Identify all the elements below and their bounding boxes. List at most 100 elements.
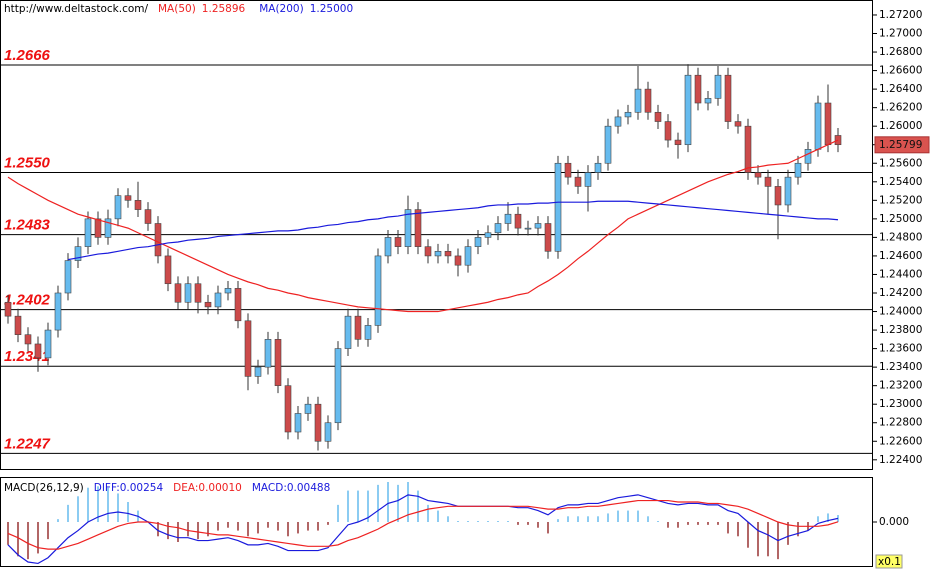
macd-line [7, 499, 839, 550]
legend-name: MA(50) [158, 3, 196, 15]
y-tick-label: 1.24800 [879, 231, 922, 243]
macd-title: MACD(26,12,9) [4, 482, 84, 494]
y-tick-label: 1.25200 [879, 194, 922, 206]
candle-body [704, 98, 712, 104]
legend-name: DEA:0.00010 [173, 482, 242, 494]
candle-body [124, 195, 132, 201]
y-tick-label: 1.27200 [879, 9, 922, 21]
candle-body [84, 218, 92, 247]
candle-body [634, 88, 642, 113]
y-tick-label: 1.23000 [879, 398, 922, 410]
candle-body [244, 320, 252, 377]
candle-body [544, 223, 552, 252]
candle-body [324, 422, 332, 442]
candle-body [54, 292, 62, 331]
candle-body [504, 213, 512, 224]
candle-body [434, 250, 442, 257]
candle-body [214, 292, 222, 308]
y-tick-label: 1.24600 [879, 250, 922, 262]
candle-body [694, 74, 702, 104]
candle-body [814, 102, 822, 150]
candle-body [254, 366, 262, 377]
candle-body [44, 329, 52, 359]
scale-box [875, 554, 903, 569]
candle-body [614, 116, 622, 127]
candle-body [74, 246, 82, 261]
candle-body [644, 88, 652, 113]
level-label: 1.2550 [4, 154, 51, 171]
candle-body [114, 195, 122, 220]
candle-body [394, 237, 402, 247]
moving-average [7, 139, 839, 313]
candle-body [464, 246, 472, 266]
level-label: 1.2341 [4, 348, 50, 365]
candle-body [224, 288, 232, 294]
y-tick-label: 1.25400 [879, 176, 922, 188]
candle-body [674, 139, 682, 146]
candle-body [14, 315, 22, 335]
candle-body [364, 325, 372, 340]
candle-body [154, 223, 162, 257]
candle-body [354, 315, 362, 340]
candle-body [484, 232, 492, 238]
candle-body [384, 237, 392, 257]
y-tick-label: 1.22600 [879, 435, 922, 447]
candle-body [494, 223, 502, 234]
level-label: 1.2483 [4, 217, 51, 234]
candle-body [594, 162, 602, 173]
scale-label: x0.1 [878, 556, 901, 568]
candle-body [404, 209, 412, 247]
candle-body [684, 74, 692, 146]
candle-body [134, 200, 142, 210]
y-tick-label: 1.26200 [879, 102, 922, 114]
candle-body [204, 301, 212, 308]
y-tick-label: 0.000 [879, 516, 909, 528]
candle-body [794, 162, 802, 178]
y-tick-label: 1.25000 [879, 213, 922, 225]
candle-body [804, 149, 812, 164]
y-tick-label: 1.22800 [879, 417, 922, 429]
candle-body [264, 339, 272, 368]
candle-body [624, 111, 632, 118]
candle-body [424, 246, 432, 257]
candle-body [334, 348, 342, 424]
candle-body [184, 283, 192, 303]
candle-body [764, 176, 772, 187]
candle-body [104, 218, 112, 238]
candle-body [234, 288, 242, 322]
y-tick-label: 1.26000 [879, 120, 922, 132]
candle-body [824, 102, 832, 146]
candle-body [714, 74, 722, 99]
chart-title: http://www.deltastock.com/ [4, 3, 149, 15]
y-tick-label: 1.27000 [879, 28, 922, 40]
candle-body [24, 334, 32, 345]
legend-name: DIFF:0.00254 [94, 482, 164, 494]
y-tick-label: 1.23400 [879, 361, 922, 373]
candle-body [4, 301, 12, 317]
candle-body [284, 385, 292, 433]
y-tick-label: 1.24200 [879, 287, 922, 299]
y-tick-label: 1.26400 [879, 83, 922, 95]
y-tick-label: 1.23200 [879, 380, 922, 392]
candle-body [374, 255, 382, 326]
y-tick-label: 1.24400 [879, 268, 922, 280]
legend-name: MA(200) [259, 3, 303, 15]
candle-body [534, 223, 542, 229]
last-price-box [874, 136, 930, 154]
candle-body [744, 125, 752, 173]
candle-body [664, 121, 672, 141]
candle-body [64, 260, 72, 294]
level-label: 1.2666 [4, 47, 51, 64]
moving-average [67, 200, 839, 261]
y-tick-label: 1.24000 [879, 306, 922, 318]
level-label: 1.2402 [4, 292, 51, 309]
candle-body [784, 176, 792, 206]
candle-body [414, 209, 422, 247]
candle-body [344, 315, 352, 349]
candle-body [474, 237, 482, 247]
candle-body [444, 250, 452, 257]
y-tick-label: 1.22400 [879, 454, 922, 466]
candle-body [274, 339, 282, 386]
candle-body [754, 172, 762, 178]
y-tick-label: 1.26600 [879, 65, 922, 77]
